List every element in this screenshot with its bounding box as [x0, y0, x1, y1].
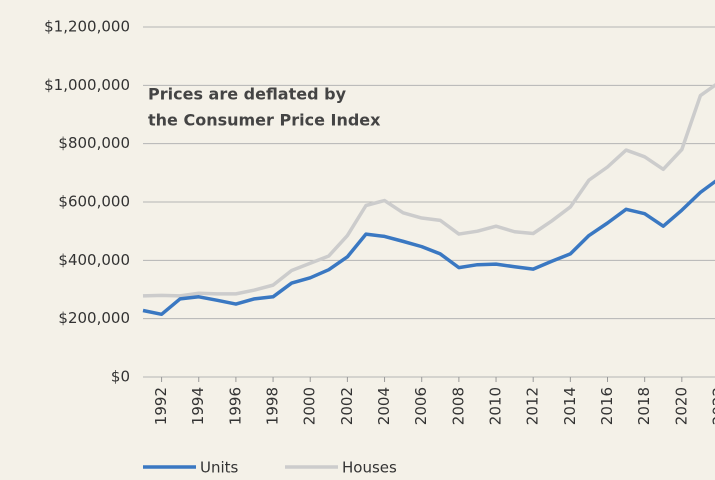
x-tick-label: 2006 [412, 387, 430, 425]
y-tick-label: $0 [111, 368, 130, 386]
x-tick-label: 2000 [301, 387, 319, 425]
x-tick-label: 2002 [338, 387, 356, 425]
y-tick-label: $800,000 [58, 134, 130, 152]
x-tick-label: 1992 [152, 387, 170, 425]
x-tick-label: 2010 [487, 387, 505, 425]
x-tick-label: 2022 [710, 387, 715, 425]
line [142, 179, 715, 317]
annotation: Prices are deflated by [148, 85, 347, 104]
x-tick-label: 2012 [524, 387, 542, 425]
y-tick-label: $1,200,000 [44, 18, 130, 36]
x-tick-label: 2016 [598, 387, 616, 425]
x-tick-label: 2008 [449, 387, 467, 425]
x-tick-label: 2018 [635, 387, 653, 425]
x-tick-label: 1996 [226, 387, 244, 425]
y-tick-label: $1,000,000 [44, 76, 130, 94]
legend-label: Houses [342, 459, 397, 477]
line [142, 83, 715, 298]
y-tick-label: $400,000 [58, 251, 130, 269]
y-tick-label: $600,000 [58, 193, 130, 211]
x-tick-label: 2014 [561, 387, 579, 425]
annotation: the Consumer Price Index [148, 111, 381, 130]
x-tick-label: 1998 [264, 387, 282, 425]
x-tick-label: 1994 [189, 387, 207, 425]
x-tick-label: 2020 [672, 387, 690, 425]
y-tick-label: $200,000 [58, 309, 130, 327]
x-tick-label: 2004 [375, 387, 393, 425]
legend-label: Units [200, 459, 239, 477]
